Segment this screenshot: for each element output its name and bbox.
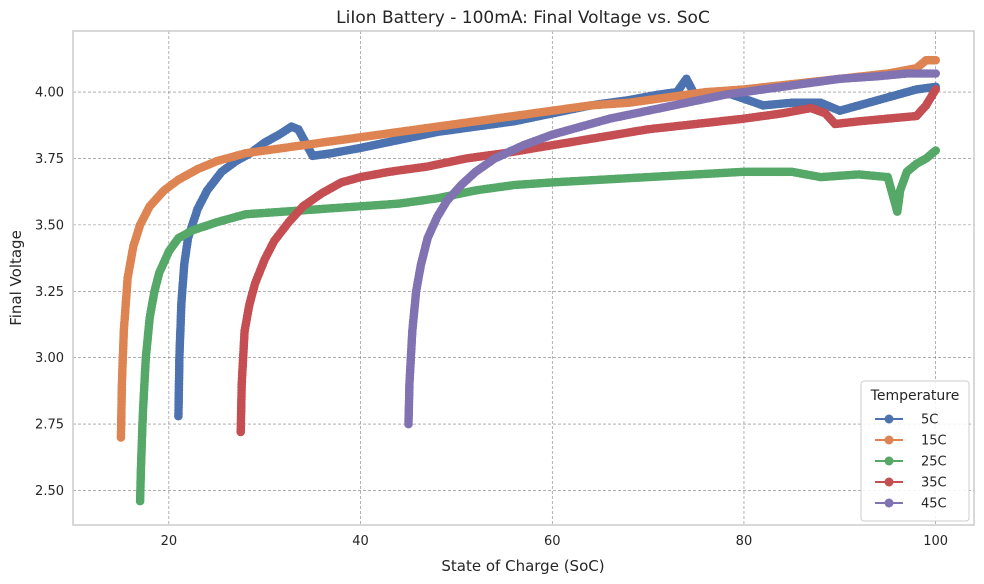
series-layer — [116, 55, 940, 506]
y-tick-label: 2.75 — [35, 418, 64, 433]
y-axis-label: Final Voltage — [7, 230, 25, 326]
legend-label: 5C — [921, 413, 938, 428]
legend: Temperature 5C 15C 25C 35C 45C — [860, 380, 970, 522]
chart-title: LiIon Battery - 100mA: Final Voltage vs.… — [336, 8, 710, 28]
series-45c — [404, 69, 940, 429]
legend-marker — [884, 477, 894, 487]
y-tick-label: 3.75 — [35, 152, 64, 167]
legend-title: Temperature — [870, 388, 960, 404]
y-tick-label: 4.00 — [35, 86, 64, 101]
legend-marker — [884, 498, 894, 508]
plot-background — [73, 31, 974, 525]
y-tick-label: 2.50 — [35, 484, 64, 499]
legend-marker — [884, 435, 894, 445]
x-tick-label: 100 — [923, 534, 948, 549]
x-tick-label: 80 — [736, 534, 753, 549]
legend-marker — [884, 456, 894, 466]
y-tick-label: 3.50 — [35, 218, 64, 233]
x-axis-label: State of Charge (SoC) — [441, 557, 604, 575]
y-tick-label: 3.00 — [35, 351, 64, 366]
data-point — [931, 69, 940, 78]
data-point — [931, 146, 940, 155]
legend-label: 45C — [921, 497, 947, 512]
data-point — [931, 55, 940, 65]
x-tick-label: 60 — [544, 534, 561, 549]
legend-label: 15C — [921, 434, 947, 449]
y-tick-label: 3.25 — [35, 285, 64, 300]
data-point — [931, 85, 940, 94]
legend-label: 35C — [921, 476, 947, 491]
x-tick-label: 20 — [161, 534, 178, 549]
x-tick-label: 40 — [352, 534, 369, 549]
tick-labels: 20 40 60 80 100 2.50 2.75 3.00 3.25 3.50 3.75 4.00 — [35, 86, 948, 549]
plot-frame — [72, 30, 975, 526]
legend-label: 25C — [921, 455, 947, 470]
legend-marker — [884, 414, 894, 424]
